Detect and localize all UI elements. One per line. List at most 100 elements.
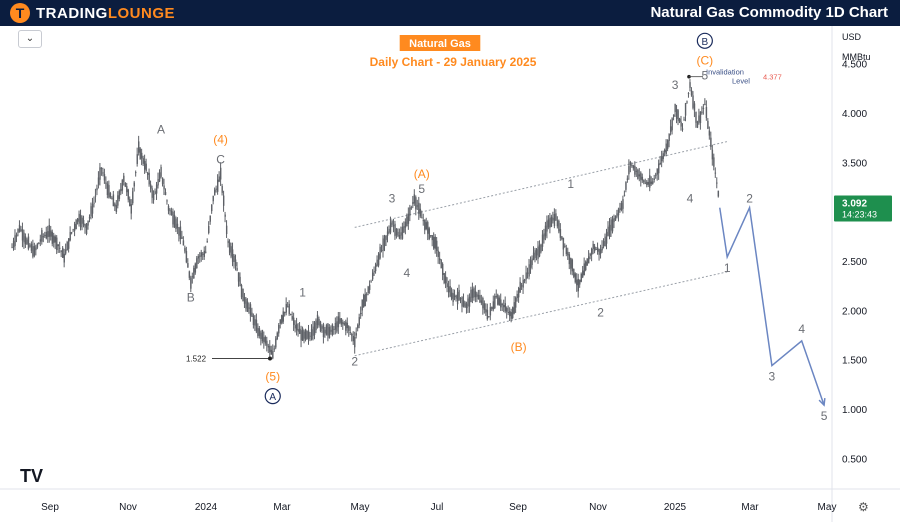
candle-body [418,202,420,214]
candle-body [300,330,302,341]
candle-body [574,273,577,283]
tradinglounge-logo: T TRADINGLOUNGE [10,3,175,23]
candle-body [148,172,150,185]
candle-body [495,296,498,298]
candle-body [544,225,547,237]
candle-body [547,219,550,228]
candle-body [281,315,283,324]
candle-body [197,256,200,259]
chart-area[interactable]: 4.5004.0003.5003.0002.5002.0001.5001.000… [0,26,900,522]
candle-body [288,303,290,315]
candle-body [512,307,514,319]
logo-prefix: TRADING [36,4,108,22]
candle-body [702,107,705,109]
candle-body [63,253,65,263]
candle-body [482,297,484,309]
candle-body [230,246,232,257]
candle-body [553,214,556,227]
candle-body [398,235,401,239]
candle-body [111,198,113,200]
candle-body [580,273,582,282]
candle-body [415,197,417,210]
candle-body [154,191,156,194]
candle-body [203,250,206,257]
candle-body [151,188,153,198]
candle-body [337,316,340,328]
unit-selector[interactable]: MMBtu [842,52,871,62]
wave-label: C [216,152,225,166]
candle-body [361,299,363,311]
candle-body [488,316,490,318]
candle-body [520,285,523,287]
candle-body [136,154,138,164]
candle-body [141,152,143,159]
candle-body [345,321,347,331]
candle-body [41,230,43,242]
candle-body [389,222,392,233]
candle-body [708,130,711,136]
candle-body [24,236,27,245]
candle-body [693,103,696,111]
time-tick-label: Sep [41,502,59,513]
candle-body [331,324,334,336]
invalidation-label-line1: Invalidation [706,68,744,77]
interval-dropdown[interactable]: ⌄ [18,30,42,48]
candle-body [209,215,211,222]
candle-body [79,214,82,228]
projection-label: 1 [724,261,731,275]
candle-body [355,333,357,336]
candle-body [303,331,305,339]
gear-icon[interactable]: ⚙ [858,500,869,514]
candle-body [23,232,25,243]
candle-body [12,240,15,248]
candle-body [526,272,529,274]
candle-body [39,239,42,242]
candle-body [683,119,685,121]
currency-selector[interactable]: USD [842,32,862,42]
candle-body [616,213,618,217]
candle-body [370,281,372,283]
candle-body [50,230,52,237]
candle-body [96,188,98,191]
candle-body [462,300,465,307]
candle-body [172,211,174,225]
price-tick-label: 4.500 [842,60,867,71]
candle-body [167,205,170,211]
candle-body [267,345,270,348]
candle-body [336,321,338,332]
candle-body [577,278,579,292]
candle-body [494,295,496,309]
candle-body [710,137,712,148]
projection-label: 3 [769,369,776,383]
candle-body [155,184,158,194]
chevron-down-icon: ⌄ [25,33,35,44]
candle-body [225,225,228,235]
chart-svg[interactable]: 4.5004.0003.5003.0002.5002.0001.5001.000… [0,26,900,522]
candle-body [447,286,450,293]
candle-body [450,292,453,299]
candle-body [33,246,36,256]
candle-body [340,318,343,325]
candle-body [106,183,109,196]
candle-body [549,217,551,228]
candle-body [540,244,542,252]
candle-body [593,246,596,252]
candle-body [453,295,456,297]
candle-body [149,184,152,189]
candle-body [211,204,213,212]
candle-body [428,228,430,240]
time-tick-label: Mar [741,502,759,513]
candle-body [605,231,608,244]
candle-body [312,326,314,336]
candle-body [105,182,107,184]
candle-body [93,202,95,204]
candle-body [672,114,675,117]
candle-body [696,121,699,128]
candle-body [266,340,268,346]
candle-body [135,172,137,174]
candle-body [369,284,371,290]
candle-body [354,337,356,348]
candle-body [328,326,331,338]
candle-body [596,247,599,252]
candle-body [69,232,71,241]
